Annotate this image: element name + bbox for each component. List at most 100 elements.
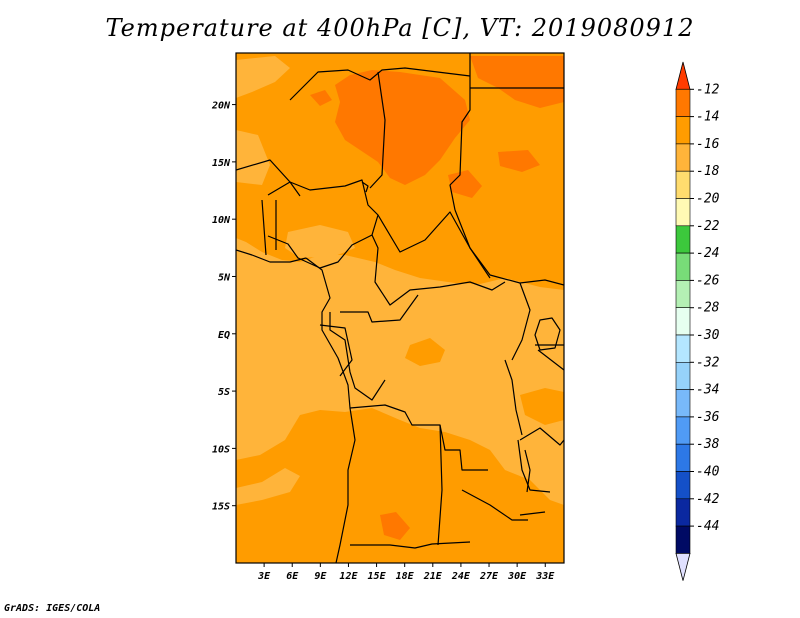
lake-chad: [361, 181, 369, 193]
colorbar-segment: [675, 361, 691, 390]
lon-tick-label: 18E: [396, 571, 415, 582]
map-title: Temperature at 400hPa [C], VT: 201908091…: [105, 14, 695, 42]
sahel-pocket: [236, 56, 290, 98]
colorbar-segment: [675, 116, 691, 145]
border-ghana-togo: [261, 199, 277, 256]
border-gabon: [319, 324, 353, 377]
border-mali-burkina: [236, 159, 301, 197]
lake-victoria: [534, 317, 561, 351]
west-coast-pocket: [236, 130, 270, 185]
colorbar-label: -26: [696, 273, 720, 288]
colorbar-label: -34: [696, 383, 719, 398]
lake-malawi: [524, 449, 531, 493]
colorbar-label: -24: [696, 246, 719, 261]
colorbar-label: -44: [696, 519, 719, 534]
southwest-band: [236, 408, 564, 563]
lat-tick-label: 5N: [218, 272, 231, 283]
lat-tick-label: 20N: [211, 101, 231, 112]
colorbar-label: -14: [696, 110, 719, 125]
lat-tick-label: 15N: [212, 158, 231, 169]
border-car: [371, 234, 506, 306]
map-frame: [235, 52, 565, 564]
sahara-core: [335, 70, 470, 185]
lon-tick-label: 15E: [368, 571, 387, 582]
central-blob: [405, 338, 445, 366]
colorbar-segment: [675, 143, 691, 172]
border-congo: [329, 312, 386, 401]
border-zambia-zimbabwe: [461, 489, 528, 521]
colorbar-label: -36: [696, 410, 720, 425]
lake-kariba: [519, 511, 546, 516]
lat-tick-label: 10S: [212, 444, 230, 455]
angola-patch: [380, 512, 410, 540]
temperature-field: [236, 53, 564, 563]
lat-tick-label: 15S: [212, 502, 230, 513]
colorbar-segment: [675, 280, 691, 308]
sahel-patch: [310, 90, 332, 106]
colorbar-segment: [675, 334, 691, 363]
colorbar-label: -18: [696, 164, 720, 179]
lon-tick-label: 21E: [423, 571, 443, 582]
coast-gulf-guinea: [305, 257, 356, 563]
border-niger-chad: [369, 71, 386, 189]
colorbar-label: -40: [696, 465, 720, 480]
border-tanzania-mozambique: [519, 427, 564, 446]
lake-tanganyika: [504, 359, 523, 436]
longitude-axis: 3E 6E 9E 12E 15E 18E 21E 24E 27E 30E 33E: [257, 563, 555, 582]
southwest-pocket: [236, 468, 300, 505]
lat-tick-label: 10N: [212, 215, 231, 226]
border-mali-niger: [289, 67, 471, 101]
border-south-sudan: [454, 209, 564, 286]
border-namibia: [350, 541, 471, 549]
border-malawi: [517, 439, 551, 493]
lat-tick-label: EQ: [218, 330, 230, 341]
colorbar-label: -32: [696, 355, 720, 370]
colorbar-segment: [675, 252, 691, 281]
field-band-minus-12-to-14: [310, 56, 564, 540]
border-chad-sudan: [449, 53, 471, 211]
colorbar-label: -16: [696, 137, 720, 152]
colorbar-label: -12: [696, 82, 720, 97]
field-pockets-minus-16-to-18: [236, 56, 355, 505]
darfur-patch: [448, 170, 482, 198]
colorbar-segment: [675, 89, 691, 117]
lon-tick-label: 9E: [314, 571, 327, 582]
colorbar-segment: [675, 443, 691, 472]
sudan-patch: [498, 150, 540, 172]
colorbar-segment: [675, 416, 691, 445]
latitude-axis: 20N 15N 10N 5N EQ 5S 10S 15S: [211, 101, 236, 513]
colorbar-bottom-triangle: [675, 553, 691, 581]
lon-tick-label: 12E: [339, 571, 358, 582]
colorbar-segment: [675, 471, 691, 500]
lon-tick-label: 27E: [479, 571, 499, 582]
colorbar-segment: [675, 225, 691, 254]
east-blob: [520, 388, 564, 425]
border-drc-north: [340, 294, 419, 323]
lon-tick-label: 3E: [257, 571, 271, 582]
colorbar-label: -22: [696, 219, 720, 234]
colorbar: -12 -14 -16 -18 -20 -22 -24 -26 -28 -30 -32 -34 -36 -…: [675, 61, 720, 581]
grads-credit: GrADS: IGES/COLA: [4, 603, 101, 614]
country-borders: [236, 53, 564, 563]
lon-tick-label: 33E: [535, 571, 555, 582]
colorbar-top-triangle: [675, 61, 691, 90]
lon-tick-label: 24E: [451, 571, 471, 582]
colorbar-label: -42: [696, 492, 720, 507]
border-kenya-tanzania: [535, 344, 564, 371]
lat-tick-label: 5S: [218, 387, 230, 398]
colorbar-label: -38: [696, 437, 720, 452]
colorbar-label: -28: [696, 301, 720, 316]
colorbar-label: -20: [696, 192, 720, 207]
colorbar-segment: [675, 170, 691, 199]
colorbar-segment: [675, 525, 691, 554]
northeast-core: [470, 56, 564, 108]
colorbar-segment: [675, 307, 691, 336]
coast-west-africa: [236, 249, 307, 263]
lon-tick-label: 6E: [286, 571, 299, 582]
colorbar-segment: [675, 498, 691, 527]
border-uganda-kenya: [511, 282, 531, 361]
lon-tick-label: 30E: [507, 571, 527, 582]
border-angola-zambia: [437, 424, 443, 546]
colorbar-segment: [675, 389, 691, 418]
